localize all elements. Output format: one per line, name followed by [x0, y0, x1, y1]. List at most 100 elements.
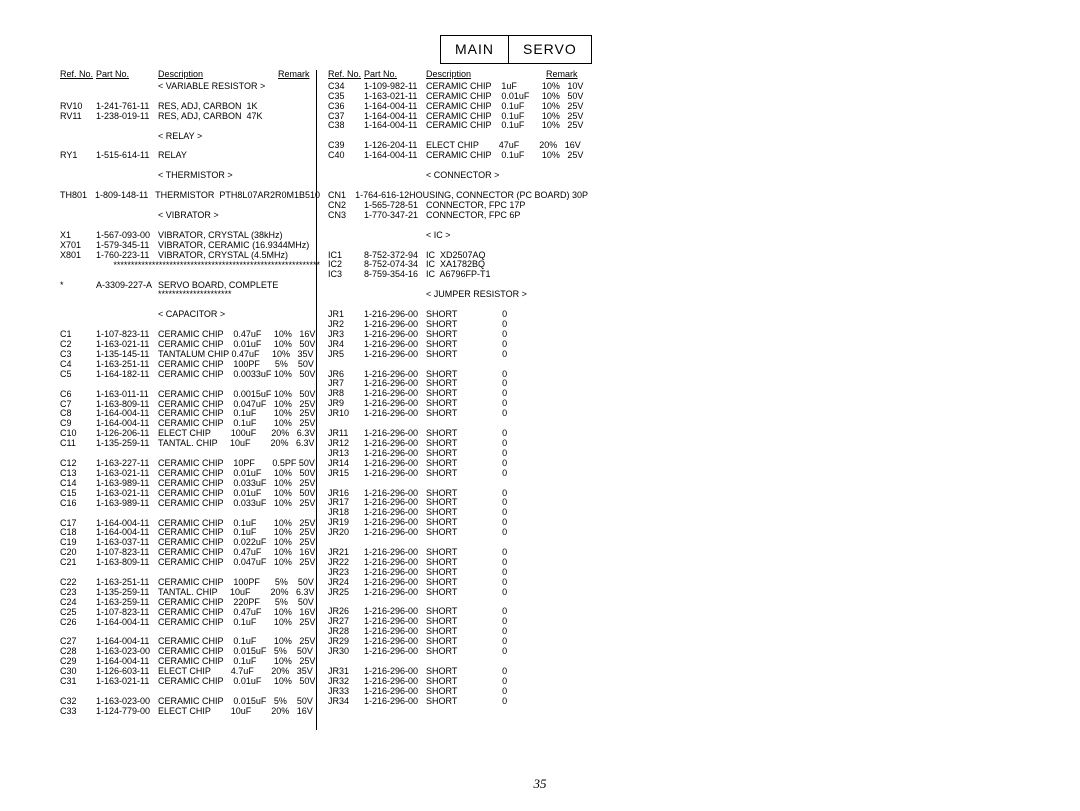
part-row: C51-164-182-11CERAMIC CHIP 0.0033uF 10% …: [60, 370, 320, 380]
part-no: 1-163-809-11: [96, 558, 158, 568]
description: SHORT 0: [426, 697, 588, 707]
column-header-right: Ref. No. Part No. Description Remark: [328, 70, 588, 80]
right-column: Ref. No. Part No. Description Remark C34…: [328, 70, 588, 717]
part-row: ****************************************…: [60, 261, 320, 271]
description: CONNECTOR, FPC 6P: [426, 211, 588, 221]
ref-no: *: [60, 281, 96, 291]
title-main: MAIN: [440, 35, 509, 64]
part-row: JR251-216-296-00SHORT 0: [328, 588, 588, 598]
description: SHORT 0: [426, 647, 588, 657]
section-header: < CAPACITOR >: [158, 310, 320, 320]
ref-no: C38: [328, 121, 364, 131]
part-row: C161-163-989-11CERAMIC CHIP 0.033uF 10% …: [60, 499, 320, 509]
ref-no: JR30: [328, 647, 364, 657]
ref-no: C33: [60, 707, 96, 717]
header-part: Part No.: [364, 70, 426, 80]
title-box: MAIN SERVO: [440, 35, 592, 64]
text-row: *********************: [158, 290, 320, 300]
description: CERAMIC CHIP 0.0033uF 10% 50V: [158, 370, 320, 380]
part-row: JR301-216-296-00SHORT 0: [328, 647, 588, 657]
part-no: 1-770-347-21: [364, 211, 426, 221]
parts-list: Ref. No. Part No. Description Remark < V…: [60, 70, 588, 717]
part-no: 1-216-296-00: [364, 409, 426, 419]
left-column: Ref. No. Part No. Description Remark < V…: [60, 70, 320, 717]
section-header: < VIBRATOR >: [158, 211, 320, 221]
part-row: C401-164-004-11CERAMIC CHIP 0.1uF 10% 25…: [328, 151, 588, 161]
ref-no: RV11: [60, 112, 96, 122]
part-no: A-3309-227-A: [96, 281, 158, 291]
section-header: < IC >: [426, 231, 588, 241]
ref-no: [60, 261, 80, 271]
description: CERAMIC CHIP 0.01uF 10% 50V: [158, 677, 320, 687]
ref-no: TH801: [60, 191, 95, 201]
part-row: JR201-216-296-00SHORT 0: [328, 528, 588, 538]
description: SHORT 0: [426, 469, 588, 479]
description: CERAMIC CHIP 0.1uF 10% 25V: [158, 618, 320, 628]
part-no: 1-216-296-00: [364, 647, 426, 657]
part-row: C311-163-021-11CERAMIC CHIP 0.01uF 10% 5…: [60, 677, 320, 687]
part-row: C211-163-809-11CERAMIC CHIP 0.047uF 10% …: [60, 558, 320, 568]
section-header: < JUMPER RESISTOR >: [426, 290, 588, 300]
ref-no: JR15: [328, 469, 364, 479]
description: RES, ADJ, CARBON 47K: [158, 112, 320, 122]
section-header: < THERMISTOR >: [158, 171, 320, 181]
part-no: 1-216-296-00: [364, 350, 426, 360]
ref-no: IC3: [328, 270, 364, 280]
ref-no: JR34: [328, 697, 364, 707]
ref-no: JR20: [328, 528, 364, 538]
description: TANTAL. CHIP 10uF 20% 6.3V: [158, 439, 320, 449]
part-no: 1-216-296-00: [364, 528, 426, 538]
header-remark: Remark: [546, 70, 588, 80]
part-no: [80, 261, 114, 271]
part-no: 1-809-148-11: [95, 191, 155, 201]
description: SHORT 0: [426, 350, 588, 360]
ref-no: C31: [60, 677, 96, 687]
ref-no: C16: [60, 499, 96, 509]
description: ELECT CHIP 10uF 20% 16V: [158, 707, 320, 717]
ref-no: JR25: [328, 588, 364, 598]
part-no: 1-515-614-11: [96, 151, 158, 161]
right-body: C341-109-982-11CERAMIC CHIP 1uF 10% 10VC…: [328, 82, 588, 707]
header-part: Part No.: [96, 70, 158, 80]
part-no: 1-163-989-11: [96, 499, 158, 509]
blank-row: [328, 479, 588, 489]
description: CERAMIC CHIP 0.1uF 10% 25V: [426, 121, 588, 131]
part-row: JR51-216-296-00SHORT 0: [328, 350, 588, 360]
part-row: CN31-770-347-21CONNECTOR, FPC 6P: [328, 211, 588, 221]
header-desc: Description: [158, 70, 278, 80]
part-row: C331-124-779-00ELECT CHIP 10uF 20% 16V: [60, 707, 320, 717]
part-no: 1-124-779-00: [96, 707, 158, 717]
blank-row: [60, 509, 320, 519]
description: CERAMIC CHIP 0.047uF 10% 25V: [158, 558, 320, 568]
part-row: IC38-759-354-16IC A6796FP-T1: [328, 270, 588, 280]
ref-no: C21: [60, 558, 96, 568]
title-servo: SERVO: [509, 35, 592, 64]
part-row: TH8011-809-148-11THERMISTOR PTH8L07AR2R0…: [60, 191, 320, 201]
part-no: 8-759-354-16: [364, 270, 426, 280]
ref-no: RY1: [60, 151, 96, 161]
part-no: 1-164-004-11: [364, 121, 426, 131]
part-no: 1-163-021-11: [96, 677, 158, 687]
part-row: JR341-216-296-00SHORT 0: [328, 697, 588, 707]
ref-no: C40: [328, 151, 364, 161]
description: SHORT 0: [426, 528, 588, 538]
page-number: 35: [534, 777, 547, 791]
ref-no: C5: [60, 370, 96, 380]
header-desc: Description: [426, 70, 546, 80]
description: SHORT 0: [426, 588, 588, 598]
part-no: 1-135-259-11: [96, 439, 158, 449]
ref-no: JR5: [328, 350, 364, 360]
description: CERAMIC CHIP 0.1uF 10% 25V: [426, 151, 588, 161]
ref-no: CN3: [328, 211, 364, 221]
section-header: < RELAY >: [158, 132, 320, 142]
description: SHORT 0: [426, 409, 588, 419]
description: THERMISTOR PTH8L07AR2R0M1B510: [155, 191, 320, 201]
part-no: 1-238-019-11: [96, 112, 158, 122]
column-header-left: Ref. No. Part No. Description Remark: [60, 70, 320, 80]
part-row: C111-135-259-11TANTAL. CHIP 10uF 20% 6.3…: [60, 439, 320, 449]
section-header: < VARIABLE RESISTOR >: [158, 82, 320, 92]
ref-no: C26: [60, 618, 96, 628]
description: ****************************************…: [113, 261, 320, 271]
part-no: 1-216-296-00: [364, 697, 426, 707]
blank-row: [328, 221, 588, 231]
